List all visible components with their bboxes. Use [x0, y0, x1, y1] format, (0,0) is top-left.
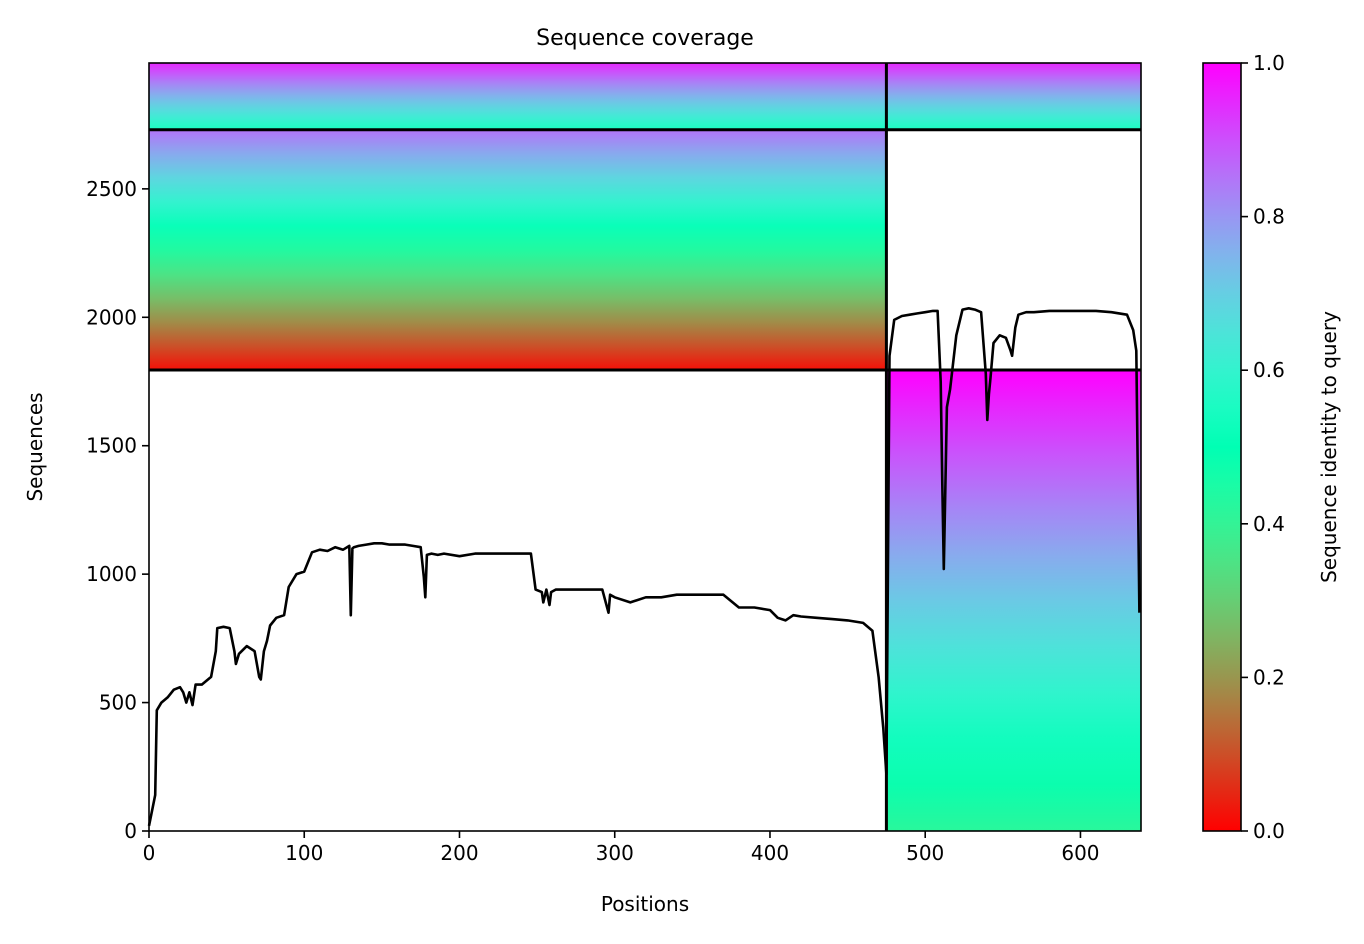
colorbar-label: Sequence identity to query	[1317, 311, 1341, 583]
colorbar-tick-label: 0.2	[1253, 665, 1285, 689]
coverage-heatmap	[149, 63, 1141, 831]
colorbar-gradient	[1202, 62, 1242, 832]
x-tick-label: 400	[751, 841, 789, 865]
colorbar-tick-label: 0.4	[1253, 512, 1285, 536]
plot-frame	[148, 62, 1142, 832]
x-tick-label: 200	[440, 841, 478, 865]
colorbar-tick-label: 0.6	[1253, 358, 1285, 382]
x-tick-label: 500	[906, 841, 944, 865]
heatmap-block	[149, 63, 887, 130]
y-tick-label: 0	[124, 819, 137, 843]
chart-title: Sequence coverage	[536, 26, 754, 51]
heatmap-block	[886, 369, 1141, 831]
colorbar: 0.0 0.2 0.4 0.6 0.8 1.0 Sequence identity to …	[1202, 51, 1341, 843]
x-tick-label: 600	[1061, 841, 1099, 865]
x-tick-label: 300	[596, 841, 634, 865]
y-tick-label: 2000	[86, 305, 137, 329]
colorbar-tick-label: 0.0	[1253, 819, 1285, 843]
y-axis: 0 500 1000 1500 2000 2500	[86, 177, 149, 843]
coverage-line	[147, 307, 1141, 827]
y-tick-label: 1500	[86, 434, 137, 458]
colorbar-ticks: 0.0 0.2 0.4 0.6 0.8 1.0	[1241, 51, 1285, 843]
y-tick-label: 2500	[86, 177, 137, 201]
heatmap-block	[149, 129, 887, 370]
heatmap-block	[886, 63, 1141, 130]
x-tick-label: 0	[143, 841, 156, 865]
y-tick-label: 500	[99, 691, 137, 715]
colorbar-tick-label: 1.0	[1253, 51, 1285, 75]
x-axis-label: Positions	[601, 892, 689, 916]
y-tick-label: 1000	[86, 562, 137, 586]
x-axis: 0 100 200 300 400 500 600	[143, 831, 1100, 865]
y-axis-label: Sequences	[23, 392, 47, 501]
x-tick-label: 100	[285, 841, 323, 865]
colorbar-tick-label: 0.8	[1253, 205, 1285, 229]
